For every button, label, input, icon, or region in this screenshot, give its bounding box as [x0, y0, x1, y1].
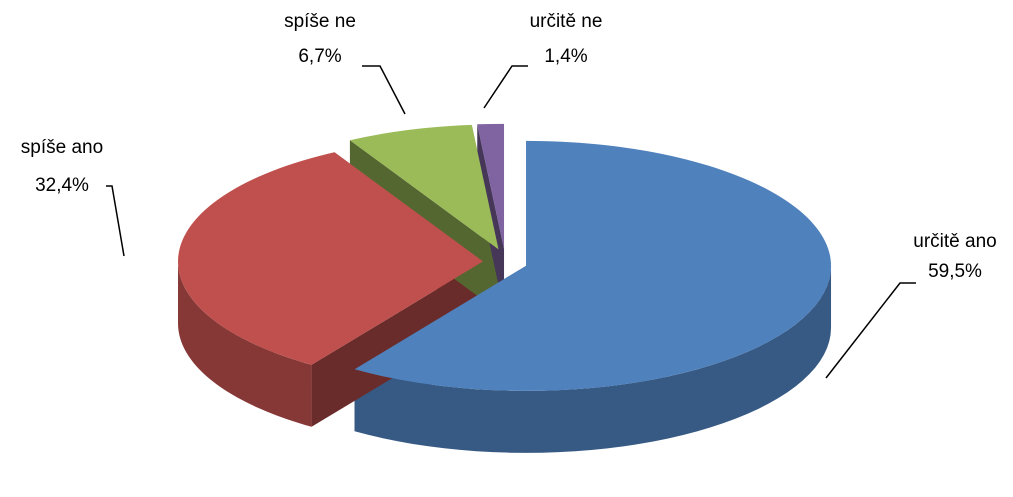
slice: [477, 123, 505, 249]
value-label: 59,5%: [928, 261, 982, 282]
category-label: určitě ano: [913, 231, 996, 252]
slice: [354, 140, 832, 391]
category-label: určitě ne: [530, 11, 603, 32]
leader-line: [106, 185, 125, 257]
value-label: 6,7%: [298, 46, 341, 67]
slice: [349, 124, 499, 250]
leader-line: [483, 65, 528, 109]
slice: [178, 152, 484, 365]
slice-side: [178, 261, 312, 427]
leader-line: [825, 282, 916, 379]
category-label: spíše ne: [284, 11, 356, 32]
value-label: 32,4%: [35, 175, 89, 196]
value-label: 1,4%: [544, 46, 587, 67]
slice-side: [354, 265, 832, 453]
category-label: spíše ano: [21, 137, 103, 158]
leader-line: [362, 65, 406, 115]
